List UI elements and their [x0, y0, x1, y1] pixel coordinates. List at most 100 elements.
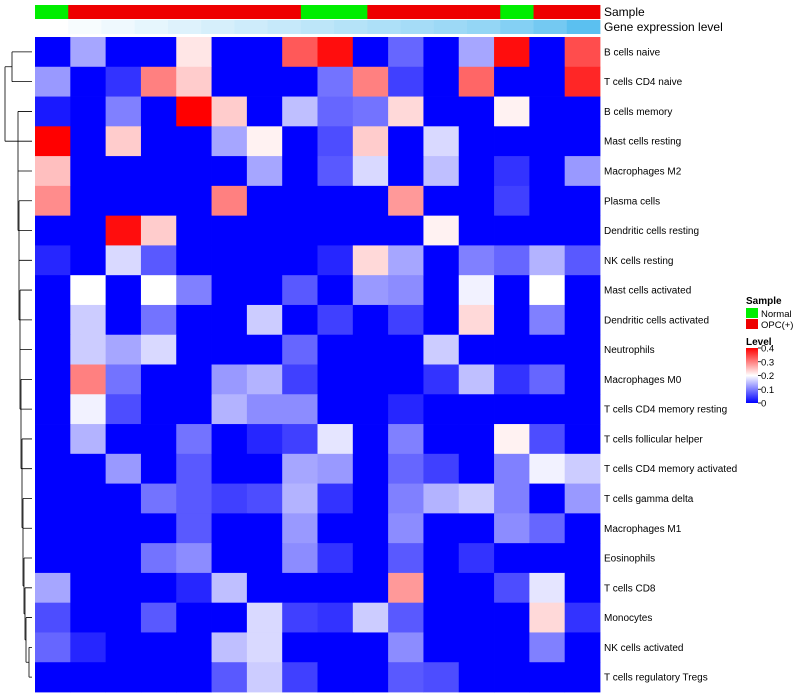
heatmap-cell — [564, 364, 601, 395]
heatmap-cell — [211, 602, 248, 633]
legend-label-normal: Normal — [761, 309, 792, 320]
level-tick-label: 0 — [761, 399, 766, 410]
heatmap-cell — [140, 126, 177, 157]
heatmap-cell — [140, 96, 177, 127]
heatmap-cell — [35, 96, 71, 127]
row-label: Macrophages M2 — [604, 166, 682, 177]
gene-expression-cell — [35, 20, 69, 34]
heatmap-cell — [140, 185, 177, 217]
heatmap-cell — [458, 156, 495, 187]
heatmap-cell — [246, 453, 283, 484]
heatmap-cell — [564, 394, 601, 425]
heatmap-cell — [388, 334, 424, 365]
heatmap-cell — [529, 543, 566, 574]
heatmap-cell — [317, 185, 354, 217]
heatmap-cell — [564, 424, 601, 455]
heatmap-cell — [388, 424, 424, 455]
heatmap-cells — [35, 37, 601, 693]
heatmap-cell — [529, 185, 566, 217]
heatmap-cell — [529, 632, 566, 663]
heatmap-cell — [70, 156, 107, 187]
heatmap-cell — [352, 66, 389, 97]
heatmap-cell — [35, 662, 71, 693]
heatmap-cell — [529, 483, 566, 514]
row-label: Macrophages M1 — [604, 524, 682, 535]
row-label: NK cells resting — [604, 256, 673, 267]
gene-expression-annotation-bar — [35, 20, 601, 34]
heatmap-cell — [35, 513, 71, 544]
heatmap-cell — [352, 37, 389, 68]
heatmap-cell — [35, 602, 71, 633]
gene-expression-cell — [400, 20, 435, 34]
heatmap-cell — [140, 394, 177, 425]
heatmap-cell — [423, 543, 460, 574]
heatmap-cell — [140, 156, 177, 187]
heatmap-cell — [564, 334, 601, 365]
heatmap-cell — [317, 394, 354, 425]
heatmap-cell — [352, 334, 389, 365]
heatmap-cell — [35, 304, 71, 336]
heatmap-cell — [388, 543, 424, 574]
heatmap-cell — [70, 304, 107, 336]
heatmap-cell — [423, 185, 460, 217]
heatmap-cell — [105, 364, 142, 395]
heatmap-cell — [317, 632, 354, 663]
heatmap-cell — [246, 245, 283, 276]
gene-expression-cell — [134, 20, 169, 34]
level-color-bar — [746, 348, 758, 403]
heatmap-cell — [317, 662, 354, 693]
heatmap-cell — [105, 96, 142, 127]
row-label: Plasma cells — [604, 196, 660, 207]
heatmap-cell — [211, 156, 248, 187]
gene-expression-cell — [500, 20, 534, 34]
heatmap-cell — [423, 245, 460, 276]
heatmap-cell — [282, 543, 318, 574]
heatmap-cell — [105, 304, 142, 336]
heatmap-cell — [317, 364, 354, 395]
heatmap-cell — [140, 37, 177, 68]
gene-expression-cell — [201, 20, 235, 34]
heatmap-cell — [564, 602, 601, 633]
heatmap-cell — [35, 483, 71, 514]
heatmap-cell — [211, 662, 248, 693]
heatmap-cell — [494, 394, 530, 425]
heatmap-cell — [246, 156, 283, 187]
row-label: Macrophages M0 — [604, 375, 682, 386]
heatmap-cell — [352, 156, 389, 187]
heatmap-cell — [564, 304, 601, 336]
heatmap-cell — [388, 602, 424, 633]
heatmap-cell — [388, 572, 424, 604]
heatmap-cell — [211, 275, 248, 306]
heatmap-cell — [423, 602, 460, 633]
level-tick-label: 0.2 — [761, 371, 774, 382]
heatmap-cell — [282, 215, 318, 246]
heatmap-cell — [352, 572, 389, 604]
heatmap-cell — [423, 304, 460, 336]
heatmap-cell — [246, 483, 283, 514]
heatmap-cell — [140, 662, 177, 693]
heatmap-cell — [211, 96, 248, 127]
heatmap-cell — [211, 632, 248, 663]
heatmap-cell — [529, 96, 566, 127]
heatmap-cell — [282, 483, 318, 514]
heatmap-cell — [494, 424, 530, 455]
heatmap-cell — [352, 126, 389, 157]
heatmap-cell — [494, 126, 530, 157]
heatmap-cell — [388, 632, 424, 663]
heatmap-cell — [140, 245, 177, 276]
heatmap-cell — [176, 215, 212, 246]
heatmap-cell — [564, 632, 601, 663]
heatmap-cell — [458, 185, 495, 217]
row-label: T cells regulatory Tregs — [604, 673, 708, 684]
sample-annotation-cell — [566, 5, 601, 19]
heatmap-cell — [423, 96, 460, 127]
heatmap-cell — [35, 453, 71, 484]
heatmap-cell — [176, 424, 212, 455]
heatmap-cell — [70, 632, 107, 663]
heatmap-cell — [352, 453, 389, 484]
heatmap-cell — [282, 185, 318, 217]
heatmap-cell — [282, 245, 318, 276]
heatmap-cell — [140, 513, 177, 544]
heatmap-cell — [317, 543, 354, 574]
heatmap-cell — [529, 453, 566, 484]
